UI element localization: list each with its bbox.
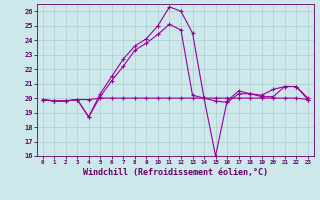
X-axis label: Windchill (Refroidissement éolien,°C): Windchill (Refroidissement éolien,°C) [83, 168, 268, 177]
